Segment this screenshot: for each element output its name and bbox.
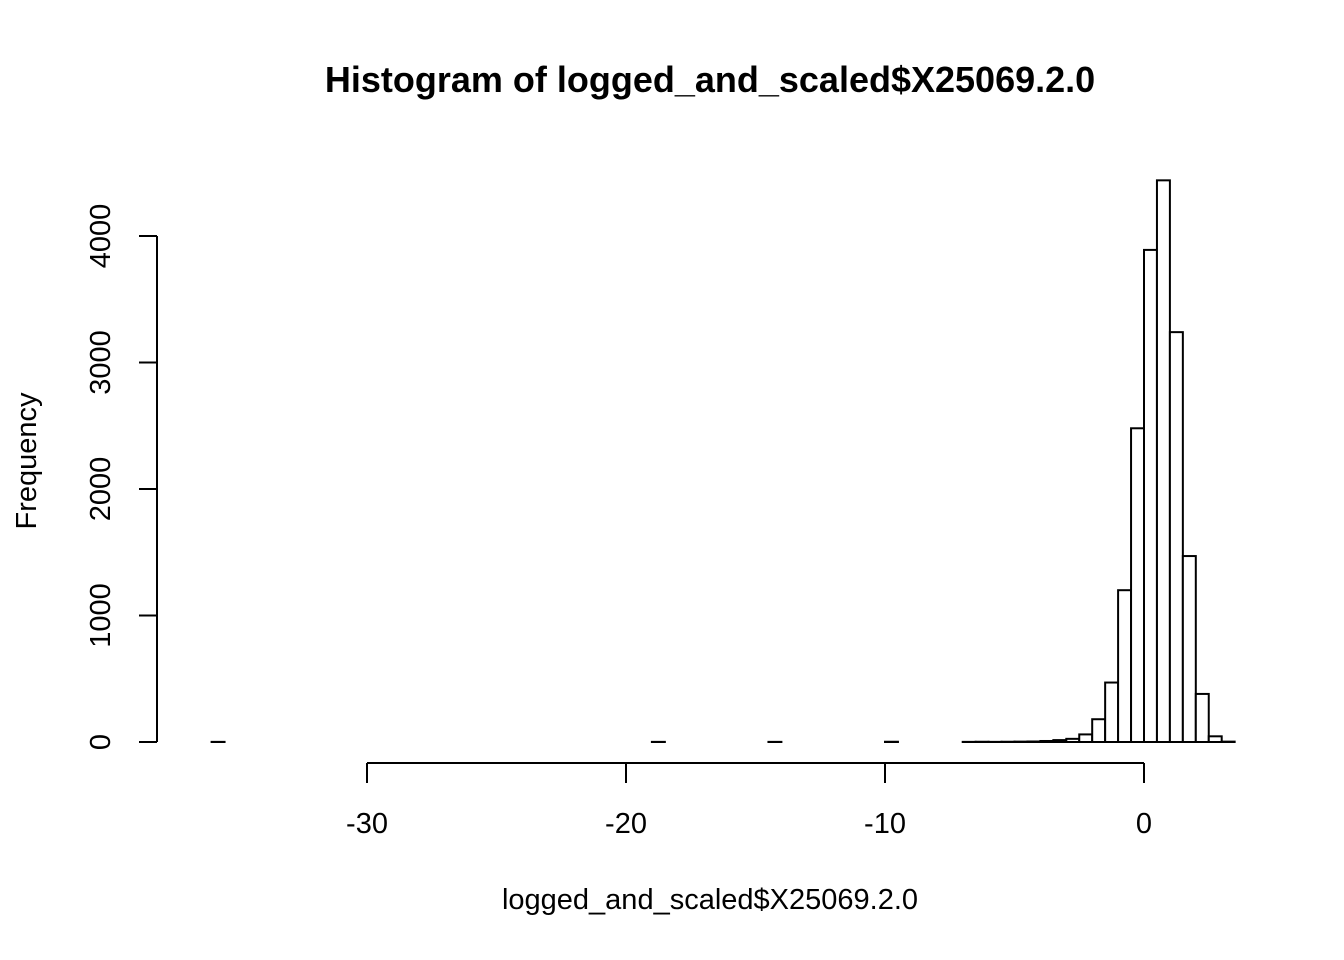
x-tick-label: -30 [346,808,388,840]
y-tick-label: 3000 [85,330,117,395]
y-axis-label: Frequency [11,392,43,530]
histogram-bar [1078,733,1094,743]
y-tick-label: 0 [85,734,117,750]
y-tick-label: 1000 [85,583,117,648]
histogram-bar [1168,331,1184,743]
histogram-bar [1117,589,1133,744]
histogram-bar [1130,427,1146,743]
histogram-bars [210,179,1236,744]
histogram-bar [1155,179,1171,743]
histogram-bar [1104,681,1120,743]
x-tick-label: -10 [864,808,906,840]
x-tick-label: 0 [1136,808,1152,840]
histogram-bar [1194,692,1210,743]
y-tick-label: 2000 [85,457,117,522]
y-axis: 0 1000 2000 3000 4000 [85,204,158,750]
histogram-bar [1207,735,1223,743]
y-tick-label: 4000 [85,204,117,269]
histogram-bar [1181,555,1197,743]
x-tick-label: -20 [605,808,647,840]
x-axis: -30 -20 -10 0 [346,762,1152,840]
x-axis-label: logged_and_scaled$X25069.2.0 [502,884,918,916]
histogram-bar [1091,718,1107,743]
histogram-bar [1039,739,1055,743]
histogram-bar [1143,248,1158,743]
histogram-bar [1026,740,1042,743]
histogram-bar [1052,739,1068,743]
histogram-bar [1065,737,1081,744]
chart-title: Histogram of logged_and_scaled$X25069.2.… [325,59,1095,100]
